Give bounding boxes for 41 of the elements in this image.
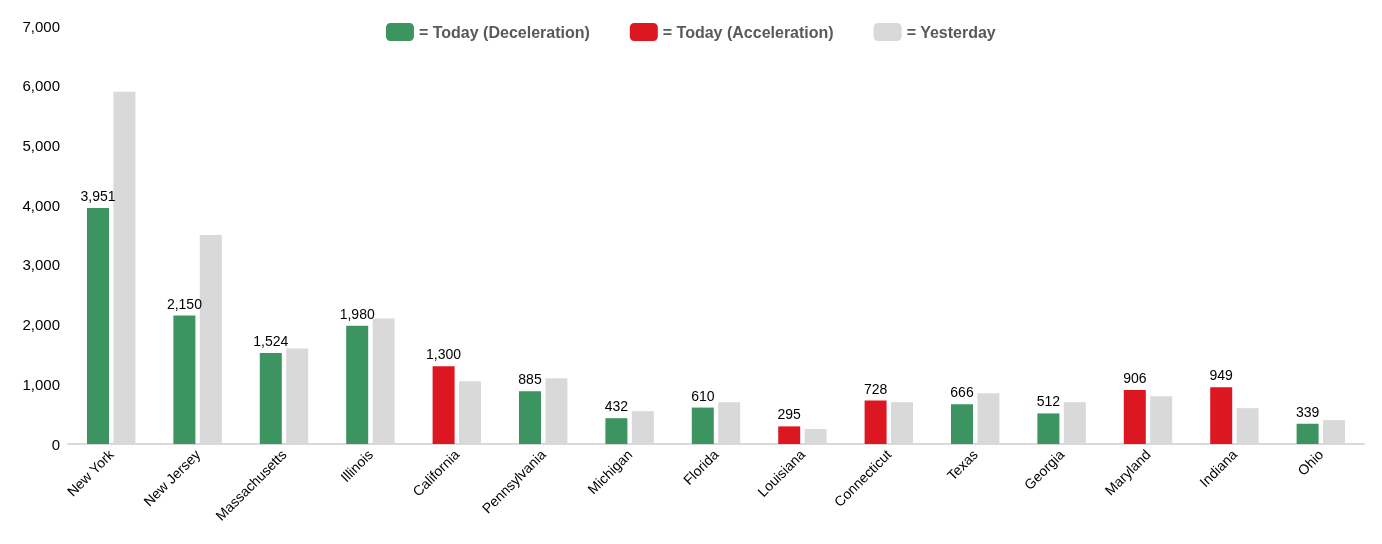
y-tick-label: 1,000 (22, 375, 60, 393)
bar (778, 426, 801, 444)
data-label: 1,524 (253, 333, 289, 349)
data-label: 885 (518, 371, 542, 388)
data-label: 2,150 (166, 295, 203, 312)
bar (605, 418, 628, 444)
y-tick-label: 0 (51, 435, 60, 453)
y-tick-label: 3,000 (22, 256, 60, 274)
bar (432, 366, 455, 444)
y-tick-label: 2,000 (22, 316, 60, 334)
bar (1123, 389, 1146, 444)
bar (1296, 423, 1319, 444)
y-tick-label: 6,000 (22, 77, 60, 95)
data-label: 728 (863, 380, 888, 397)
bar (1037, 413, 1060, 444)
bar (519, 391, 541, 444)
y-tick-label: 4,000 (22, 196, 60, 214)
bar (864, 400, 887, 444)
bar (173, 315, 196, 444)
data-label: 3,951 (80, 188, 116, 205)
bar (691, 407, 714, 444)
legend-label: = Today (Acceleration) (662, 23, 834, 41)
data-label: 949 (1209, 367, 1234, 384)
bar (87, 208, 109, 444)
y-tick-label: 5,000 (22, 136, 60, 154)
data-label: 295 (777, 406, 802, 423)
bar (951, 404, 973, 444)
data-label: 339 (1295, 403, 1320, 420)
legend-label: = Today (Deceleration) (418, 23, 590, 41)
data-label: 906 (1123, 369, 1147, 386)
data-label: 610 (691, 387, 715, 404)
legend-label: = Yesterday (906, 23, 996, 41)
data-label: 512 (1036, 393, 1061, 410)
bar (1210, 387, 1233, 444)
y-tick-label: 7,000 (22, 17, 60, 35)
bar (259, 353, 282, 444)
data-label: 666 (950, 384, 974, 401)
data-label: 432 (604, 398, 629, 415)
bar (346, 325, 369, 444)
data-label: 1,980 (339, 305, 375, 322)
data-label: 1,300 (426, 346, 462, 363)
